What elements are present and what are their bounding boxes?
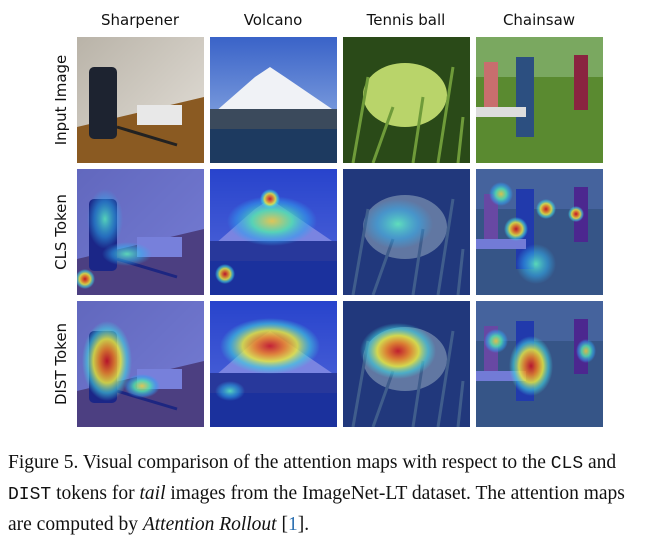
attention-spot	[363, 199, 433, 249]
image-tile	[476, 37, 603, 163]
image-tile	[343, 37, 470, 163]
attention-spot	[227, 196, 317, 246]
attention-spot	[568, 206, 584, 222]
caption-text: tokens for	[51, 483, 140, 504]
caption-code: CLS	[550, 454, 584, 474]
attention-spot	[484, 329, 508, 353]
tile-image	[476, 37, 603, 163]
row-label: DIST Token	[52, 323, 70, 405]
image-tile	[77, 301, 204, 427]
column-header: Volcano	[244, 11, 303, 29]
attention-spot	[87, 189, 123, 249]
image-grid	[77, 37, 603, 427]
caption-text: Figure 5. Visual comparison of the atten…	[8, 452, 551, 473]
caption-text: ].	[297, 514, 310, 535]
image-tile	[476, 301, 603, 427]
column-header: Sharpener	[101, 11, 180, 29]
image-tile	[476, 169, 603, 295]
attention-spot	[360, 323, 436, 379]
image-tile	[343, 169, 470, 295]
tile-image	[210, 37, 337, 163]
image-tile	[210, 169, 337, 295]
attention-spot	[576, 339, 596, 363]
figure: Sharpener Volcano Tennis ball Chainsaw I…	[52, 11, 603, 427]
caption-text: and	[583, 452, 617, 473]
image-tile	[210, 37, 337, 163]
attention-spot	[215, 264, 235, 284]
caption-text: [	[276, 514, 288, 535]
caption-text: images from the ImageNet-LT dataset. The…	[8, 483, 625, 535]
image-tile	[343, 301, 470, 427]
attention-spot	[504, 217, 528, 241]
caption-emphasis: Attention Rollout	[142, 514, 277, 535]
row-label: Input Image	[52, 55, 70, 146]
attention-spot	[536, 199, 556, 219]
row-label: CLS Token	[52, 194, 70, 270]
tile-image	[343, 37, 470, 163]
attention-spot	[82, 321, 132, 401]
image-tile	[77, 169, 204, 295]
attention-spot	[489, 182, 513, 206]
column-header: Chainsaw	[503, 11, 575, 29]
attention-spot	[516, 244, 556, 284]
image-tile	[77, 37, 204, 163]
tile-image	[77, 37, 204, 163]
caption-emphasis: tail	[139, 483, 166, 504]
caption-code: DIST	[8, 485, 52, 505]
attention-spot	[215, 381, 245, 401]
attention-spot	[124, 374, 160, 398]
attention-spot	[509, 336, 553, 396]
attention-spot	[77, 269, 95, 289]
column-header: Tennis ball	[366, 11, 446, 29]
attention-spot	[260, 189, 280, 209]
attention-spot	[220, 318, 320, 374]
citation[interactable]: 1	[287, 514, 298, 535]
image-tile	[210, 301, 337, 427]
attention-spot	[102, 242, 152, 266]
caption: Figure 5. Visual comparison of the atten…	[8, 448, 644, 539]
